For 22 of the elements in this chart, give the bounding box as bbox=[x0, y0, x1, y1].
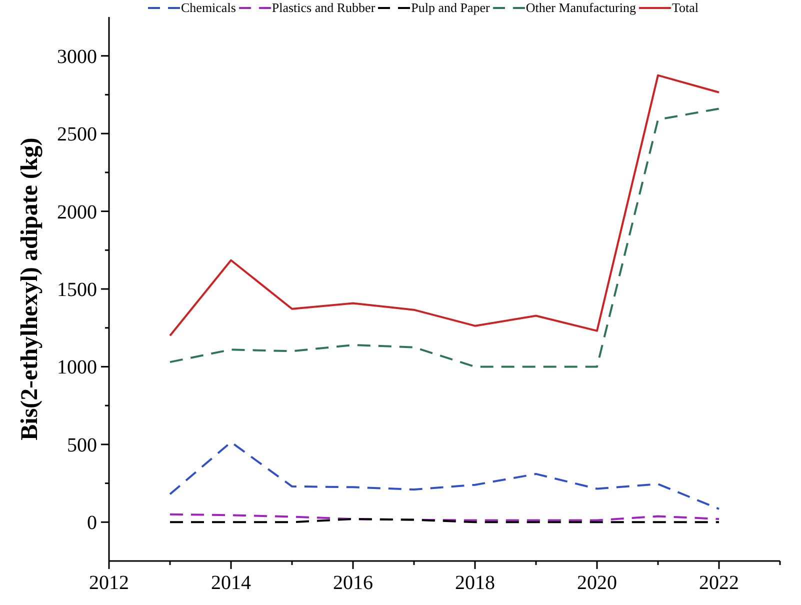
y-tick-label: 2500 bbox=[57, 124, 97, 146]
legend-label: Plastics and Rubber bbox=[272, 0, 376, 16]
x-tick-label: 2014 bbox=[211, 572, 251, 594]
x-tick-label: 2012 bbox=[89, 572, 129, 594]
legend-label: Pulp and Paper bbox=[411, 0, 490, 16]
x-tick-label: 2020 bbox=[577, 572, 617, 594]
x-tick-label: 2016 bbox=[333, 572, 373, 594]
legend-label: Chemicals bbox=[181, 0, 236, 16]
y-tick-label: 1500 bbox=[57, 279, 97, 301]
line-series bbox=[169, 108, 720, 368]
x-tick-label: 2018 bbox=[455, 572, 495, 594]
y-tick-label: 1000 bbox=[57, 356, 97, 379]
line-series bbox=[169, 441, 720, 510]
x-tick-label: 2022 bbox=[699, 572, 739, 594]
legend-label: Total bbox=[672, 0, 699, 16]
y-tick-label: 0 bbox=[87, 512, 97, 534]
y-tick-label: 2000 bbox=[57, 201, 97, 224]
y-tick-label: 3000 bbox=[57, 46, 97, 68]
line-series bbox=[169, 74, 720, 337]
legend-label: Other Manufacturing bbox=[526, 0, 636, 16]
y-tick-label: 500 bbox=[67, 434, 97, 456]
y-axis-title: Bis(2-ethylhexyl) adipate (kg) bbox=[17, 138, 43, 440]
